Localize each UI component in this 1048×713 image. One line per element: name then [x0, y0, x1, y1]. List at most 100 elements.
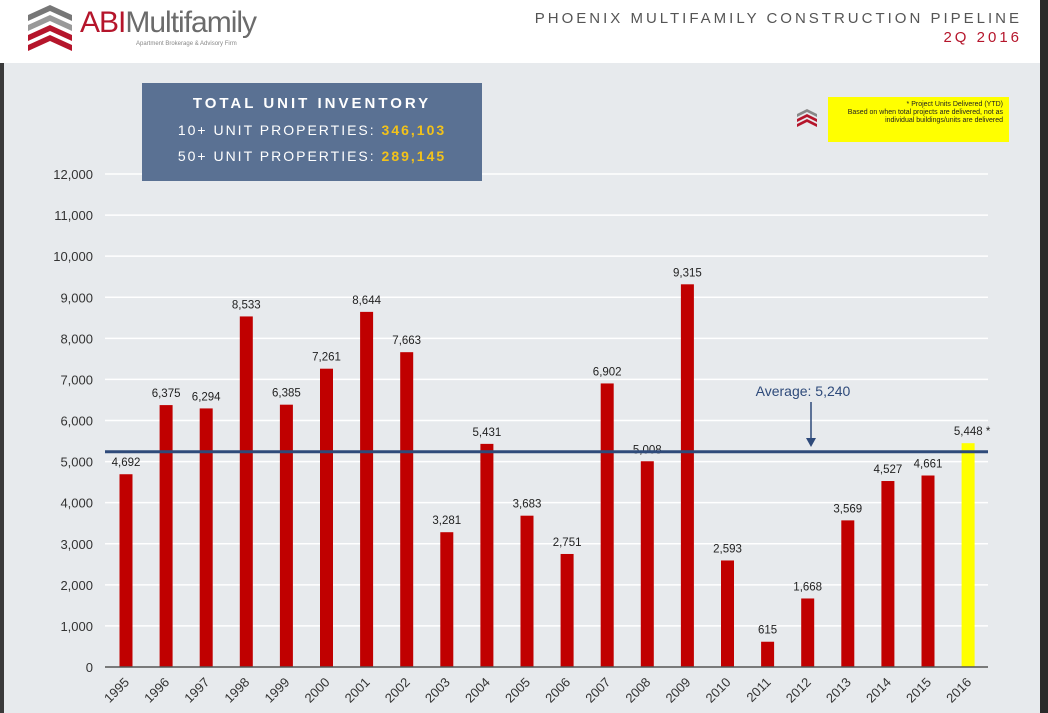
y-tick-label: 0: [86, 660, 93, 675]
logo-multifamily: Multifamily: [125, 6, 257, 39]
inventory-row-10plus: 10+ UNIT PROPERTIES: 346,103: [142, 122, 482, 138]
bar-2003: [440, 532, 454, 667]
inventory-box: TOTAL UNIT INVENTORY 10+ UNIT PROPERTIES…: [142, 83, 482, 181]
x-tick-label: 1996: [141, 675, 172, 706]
data-label: 3,569: [833, 503, 862, 515]
data-label: 4,692: [112, 457, 141, 469]
x-tick-label: 2004: [462, 675, 493, 706]
data-label: 615: [758, 625, 777, 637]
data-label: 6,385: [272, 388, 301, 400]
x-tick-label: 1995: [101, 675, 132, 706]
data-label: 2,593: [713, 543, 742, 555]
y-tick-label: 1,000: [60, 619, 93, 634]
bar-2016: [961, 443, 975, 667]
data-label: 7,261: [312, 352, 341, 364]
inventory-heading: TOTAL UNIT INVENTORY: [192, 95, 432, 112]
footnote-title: * Project Units Delivered (YTD): [906, 101, 1003, 108]
data-label: 4,527: [874, 464, 903, 476]
x-tick-label: 2011: [743, 675, 773, 705]
data-label: 7,663: [392, 335, 421, 347]
bar-2005: [520, 515, 534, 667]
right-edge: [1040, 0, 1048, 713]
bar-2002: [400, 352, 414, 667]
footnote-text: Based on when total projects are deliver…: [847, 109, 1003, 124]
abi-logo-icon: [28, 5, 72, 51]
data-label: 1,668: [793, 581, 822, 593]
footnote-box: * Project Units Delivered (YTD) Based on…: [828, 97, 1009, 142]
x-tick-label: 2002: [382, 675, 413, 706]
abi-small-logo-icon: [797, 109, 817, 127]
x-tick-label: 2008: [622, 675, 653, 706]
bar-2013: [841, 520, 855, 667]
header: ABIMultifamily Apartment Brokerage & Adv…: [0, 0, 1048, 63]
y-tick-label: 5,000: [60, 455, 93, 470]
bar-2006: [560, 553, 574, 667]
y-tick-label: 8,000: [60, 331, 93, 346]
x-tick-label: 2001: [342, 675, 373, 706]
page-subtitle: 2Q 2016: [943, 29, 1022, 46]
data-label: 2,751: [553, 537, 582, 549]
data-label: 9,315: [673, 267, 702, 279]
bar-1995: [119, 474, 133, 667]
y-tick-label: 2,000: [60, 578, 93, 593]
average-label: Average: 5,240: [756, 383, 851, 399]
bar-2007: [600, 383, 614, 667]
logo-wordmark: ABIMultifamily: [80, 6, 257, 40]
x-tick-label: 2007: [582, 675, 613, 706]
x-tick-label: 1998: [221, 675, 252, 706]
data-label: 6,902: [593, 366, 622, 378]
row2-value: 289,145: [381, 148, 447, 164]
bar-1999: [279, 404, 293, 667]
arrow-head-icon: [806, 438, 816, 447]
y-tick-label: 9,000: [60, 290, 93, 305]
bar-2012: [801, 598, 815, 667]
x-tick-label: 2015: [903, 675, 934, 706]
x-tick-label: 2006: [542, 675, 573, 706]
row1-value: 346,103: [381, 122, 447, 138]
bar-2010: [721, 560, 734, 667]
row1-label: 10+ UNIT PROPERTIES:: [177, 122, 376, 138]
y-tick-label: 12,000: [53, 167, 93, 182]
y-tick-label: 4,000: [60, 496, 93, 511]
x-tick-label: 2000: [302, 675, 333, 706]
data-label: 6,375: [152, 388, 181, 400]
data-label: 4,661: [914, 459, 943, 471]
data-label: 5,448 *: [954, 426, 991, 438]
bar-2014: [881, 481, 895, 667]
y-tick-label: 6,000: [60, 414, 93, 429]
left-edge: [0, 63, 4, 713]
row2-label: 50+ UNIT PROPERTIES:: [177, 148, 376, 164]
page-title: PHOENIX MULTIFAMILY CONSTRUCTION PIPELIN…: [534, 10, 1022, 27]
x-tick-label: 2003: [422, 675, 453, 706]
x-tick-label: 2014: [863, 675, 894, 706]
x-tick-label: 2013: [823, 675, 854, 706]
y-tick-label: 11,000: [54, 208, 93, 223]
y-tick-label: 7,000: [60, 372, 93, 387]
data-label: 3,281: [432, 515, 461, 527]
data-label: 6,294: [192, 391, 221, 403]
x-tick-label: 2016: [943, 675, 974, 706]
x-tick-label: 1997: [181, 675, 212, 706]
data-label: 3,683: [513, 499, 542, 511]
y-tick-label: 3,000: [60, 537, 93, 552]
bar-1997: [199, 408, 213, 667]
data-label: 8,533: [232, 299, 261, 311]
bar-2004: [480, 443, 494, 667]
bar-2001: [360, 311, 374, 667]
x-tick-label: 1999: [261, 675, 292, 706]
x-tick-label: 2009: [662, 675, 693, 706]
x-tick-label: 2010: [703, 675, 734, 706]
bar-2008: [640, 461, 654, 667]
bar-2015: [921, 475, 935, 667]
data-label: 8,644: [352, 295, 381, 307]
x-tick-label: 2005: [502, 675, 533, 706]
x-tick-label: 2012: [783, 675, 814, 706]
inventory-row-50plus: 50+ UNIT PROPERTIES: 289,145: [142, 148, 482, 164]
bar-2011: [761, 641, 775, 667]
logo-abi: ABI: [80, 6, 126, 39]
bar-2000: [320, 368, 333, 667]
bar-2009: [680, 284, 694, 667]
data-label: 5,431: [473, 427, 502, 439]
y-tick-label: 10,000: [53, 249, 93, 264]
